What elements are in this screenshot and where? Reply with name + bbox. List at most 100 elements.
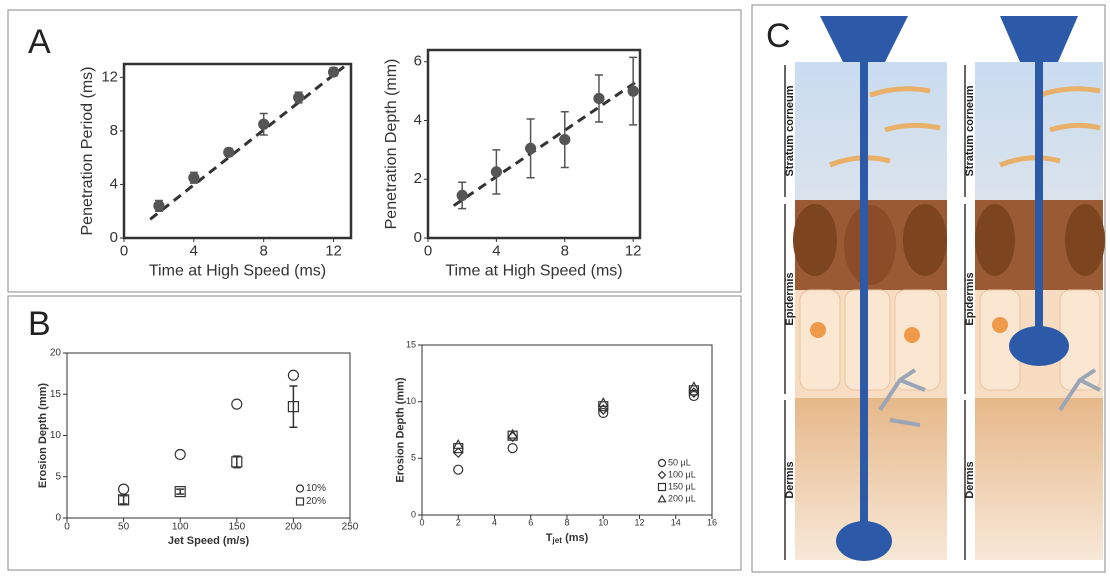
point [597, 404, 609, 415]
x-axis-label: Time at High Speed (ms) [445, 263, 622, 280]
y-tick-label: 4 [414, 111, 422, 128]
layer-label: Dermis [964, 461, 976, 498]
x-tick-label: 200 [285, 522, 302, 533]
panel-label: A [28, 23, 51, 61]
x-axis-label-text: T [546, 532, 553, 544]
fit-line [149, 65, 345, 221]
layer-label: Dermis [784, 461, 796, 498]
y-axis-label: Erosion Depth (mm) [394, 377, 406, 482]
dermis [975, 398, 1103, 560]
plot-frame [426, 48, 642, 240]
x-axis-label-text: Time at High Speed (ms) [149, 263, 326, 280]
y-tick-label: 8 [110, 122, 118, 139]
layer-label: Epidermis [964, 272, 976, 325]
point [287, 401, 299, 413]
point [453, 464, 464, 475]
legend-marker [657, 482, 667, 492]
legend-label: 10% [306, 483, 326, 494]
point [188, 172, 200, 184]
y-tick-label: 0 [411, 509, 416, 519]
capillary [878, 368, 926, 427]
y-tick-label: 10 [406, 396, 416, 406]
x-tick-label: 0 [419, 517, 424, 527]
point [593, 92, 605, 105]
legend-marker [295, 497, 305, 506]
point [627, 85, 639, 97]
y-tick-label: 15 [406, 339, 416, 349]
x-axis-label-text: Time at High Speed (ms) [445, 263, 622, 280]
point [452, 438, 464, 449]
y-tick-label: 12 [101, 68, 118, 85]
y-tick-label: 5 [55, 471, 61, 482]
point [597, 397, 609, 407]
panel-label: B [28, 305, 51, 343]
x-tick-label: 250 [342, 522, 359, 533]
y-axis-label: Penetration Depth (mm) [383, 59, 400, 230]
legend-label: 50 μL [668, 457, 691, 467]
capillary [1058, 368, 1101, 412]
x-tick-label: 12 [625, 242, 642, 259]
x-axis-label-unit: (ms) [565, 532, 589, 544]
point [524, 142, 537, 155]
x-tick-label: 8 [260, 242, 268, 259]
x-tick-label: 2 [456, 517, 461, 527]
point [174, 448, 186, 461]
panel-b-frame [7, 295, 742, 571]
x-tick-label: 150 [228, 522, 245, 533]
cell [903, 204, 947, 276]
y-tick-label: 10 [50, 430, 62, 441]
jet [860, 60, 868, 530]
y-tick-label: 4 [110, 175, 118, 192]
x-tick-label: 16 [707, 517, 717, 527]
point [174, 486, 186, 498]
x-tick-label: 12 [325, 242, 342, 259]
legend-marker [295, 484, 305, 493]
layer-label: Stratum corneum [964, 85, 976, 176]
tissue-left [793, 16, 947, 561]
panel-label: C [766, 17, 791, 55]
cell [1065, 204, 1105, 276]
nucleus [904, 327, 920, 343]
point [293, 91, 305, 104]
y-tick-label: 15 [50, 389, 62, 400]
point [507, 428, 519, 439]
point [688, 390, 699, 402]
panel-c-frame [751, 4, 1106, 573]
point [231, 456, 243, 468]
legend-label: 150 μL [668, 481, 696, 491]
keratin [999, 86, 1101, 168]
point [258, 118, 270, 130]
x-tick-label: 14 [671, 517, 681, 527]
legend-marker [657, 470, 667, 480]
x-tick-label: 6 [528, 517, 533, 527]
cell [793, 204, 837, 276]
layer-label: Stratum corneum [784, 85, 796, 176]
nucleus [992, 317, 1008, 333]
error-bar [176, 488, 185, 495]
point [598, 407, 609, 419]
plot-frame [122, 62, 353, 240]
y-tick-label: 2 [414, 170, 422, 187]
layer-label: Epidermis [784, 272, 796, 325]
error-bar [232, 455, 241, 469]
x-axis-label: Tjet (ms) [546, 532, 589, 545]
point [688, 381, 700, 392]
y-tick-label: 0 [414, 229, 422, 246]
legend-label: 20% [306, 496, 326, 507]
y-axis-label: Penetration Period (ms) [79, 67, 96, 236]
x-tick-label: 100 [172, 522, 189, 533]
y-tick-label: 0 [110, 229, 118, 246]
legend-label: 200 μL [668, 493, 696, 503]
jet [1035, 60, 1043, 340]
stratum-corneum [795, 62, 947, 202]
x-tick-label: 0 [120, 242, 128, 259]
point [223, 146, 235, 158]
x-tick-label: 4 [190, 242, 198, 259]
point [153, 200, 165, 212]
x-tick-label: 50 [118, 522, 130, 533]
legend-marker [657, 458, 667, 468]
x-tick-label: 10 [598, 517, 608, 527]
x-tick-label: 4 [492, 242, 500, 259]
